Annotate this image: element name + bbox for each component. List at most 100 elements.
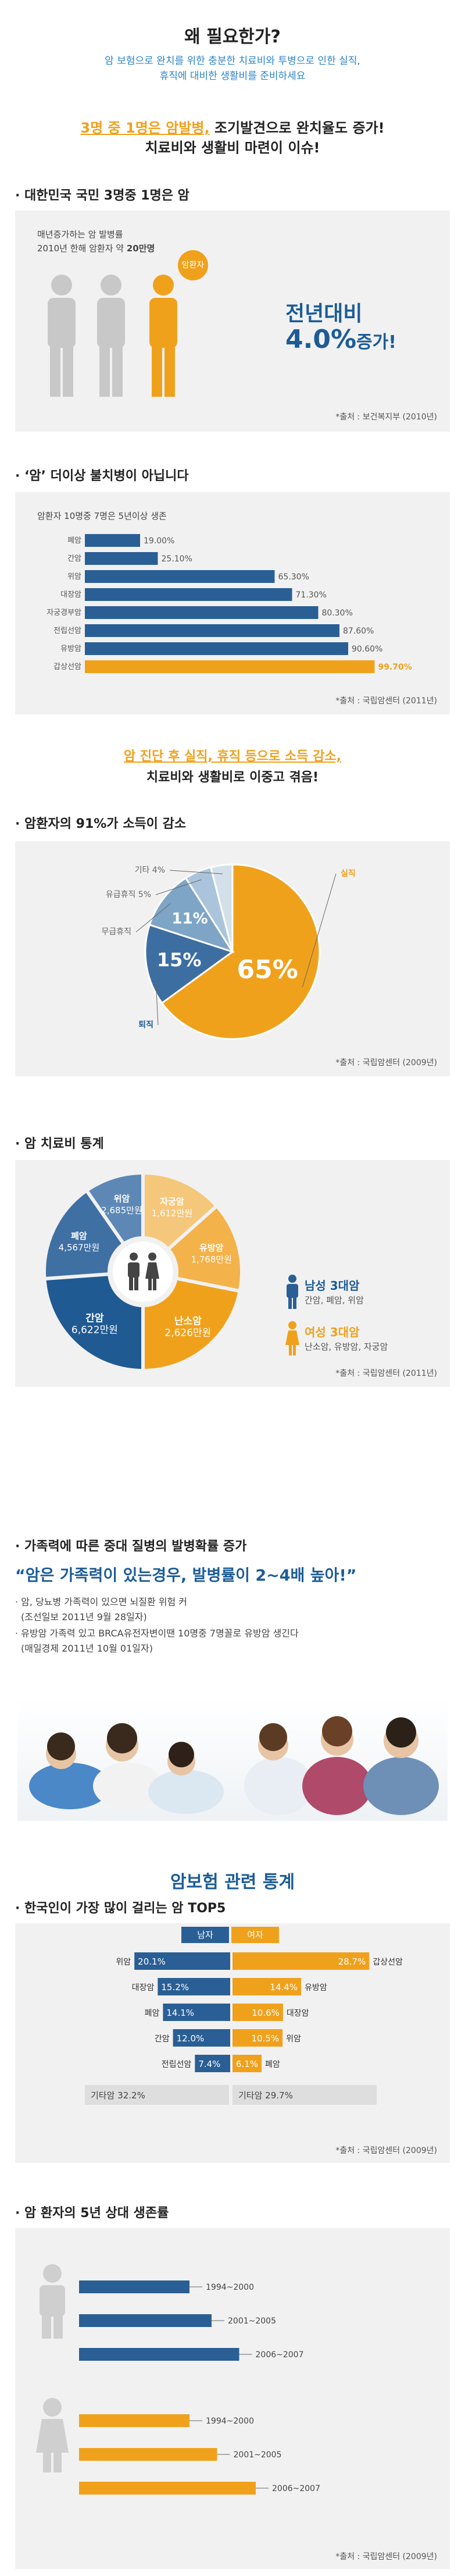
s6-female-other-bar xyxy=(233,2085,377,2105)
s6-female-value: 10.6% xyxy=(252,2008,280,2018)
s2-value-label: 65.30% xyxy=(278,572,309,582)
s7-bar xyxy=(79,2280,189,2293)
s2-source: *출처 : 국립암센터 (2011년) xyxy=(335,696,437,706)
s4-source: *출처 : 국립암센터 (2011년) xyxy=(335,1369,437,1378)
s6-male-bar xyxy=(158,1978,230,1995)
s5-bullet1: · 암, 당뇨병 가족력이 있으면 뇌질환 위험 커 xyxy=(15,1596,188,1607)
s1-label1: 매년증가하는 암 발병률 xyxy=(37,229,123,240)
s2-value-label: 87.60% xyxy=(343,627,374,636)
s2-bar-chart: 폐암 19.00% 간암 25.10% 위암 65.30% 대장암 71.30% 자궁경부암 80… xyxy=(46,534,412,673)
s7-box: 1994~2000 2001~2005 2006~2007 1994~2000 2001… xyxy=(15,2228,450,2569)
s5-title: · 가족력에 따른 중대 질병의 발병확률 증가 xyxy=(15,1539,247,1554)
intro-highlight-1b: 조기발견으로 완치율도 증가! xyxy=(209,120,385,136)
s6-male-other-bar xyxy=(85,2085,229,2105)
intro-highlight-1: 3명 중 1명은 암발병, 조기발견으로 완치율도 증가! xyxy=(0,116,465,137)
s4-segment-category: 자궁암 xyxy=(160,1197,184,1207)
s7-bar xyxy=(79,2314,212,2327)
s7-period-label: 2006~2007 xyxy=(272,2484,320,2493)
legend-male-sub: 간암, 폐암, 위암 xyxy=(305,1295,364,1305)
s3-pie-slice xyxy=(148,877,235,953)
s1-label2: 2010년 한해 암환자 약 20만명 xyxy=(37,242,155,254)
s3-slice-label: 65% xyxy=(237,955,298,984)
s4-segment-category: 유방암 xyxy=(199,1243,224,1253)
intro-title: 왜 필요한가? xyxy=(184,27,281,47)
s3-title: · 암환자의 91%가 소득이 감소 xyxy=(15,817,187,831)
s6-male-category: 간암 xyxy=(155,2034,170,2044)
s1-bubble-label: 암환자 xyxy=(181,261,205,270)
photo-family-2 xyxy=(244,1716,439,1815)
s3-box: 65% 15% 11% 실직 퇴직 무급휴직 유급휴직 5% 기타 4% *출처 : 국립암센… xyxy=(15,841,450,1076)
s4-segment-category: 간암 xyxy=(85,1312,104,1324)
s7-bar xyxy=(79,2414,189,2427)
s3-category-label: 기타 4% xyxy=(135,866,165,875)
s4-donut-segment xyxy=(166,1203,244,1293)
female-header-label: 여자 xyxy=(247,1930,263,1940)
s3-leader-line xyxy=(155,879,202,895)
s4-segment-category: 폐암 xyxy=(71,1230,87,1241)
mid-line1: 암 진단 후 실직, 휴직 등으로 소득 감소, xyxy=(124,749,341,764)
s7-bar xyxy=(79,2482,256,2495)
s4-donut-segment xyxy=(141,1276,242,1373)
s2-value-label: 25.10% xyxy=(162,554,192,564)
s2-box: 암환자 10명중 7명은 5년이상 생존 폐암 19.00% 간암 25.10% 위암 6… xyxy=(15,492,450,714)
s4-segment-value: 1,768만원 xyxy=(191,1254,232,1265)
s3-leader-line xyxy=(302,873,337,988)
s6-male-category: 위암 xyxy=(116,1958,131,1967)
s1-people-icons xyxy=(48,275,177,397)
s6-male-bar xyxy=(173,2029,230,2047)
s6-male-value: 7.4% xyxy=(198,2059,220,2069)
female-icon xyxy=(285,1321,299,1355)
s6-female-value: 28.7% xyxy=(338,1956,366,1967)
intro-line2: 휴직에 대비한 생활비를 준비하세요 xyxy=(159,70,306,82)
s6-female-bar xyxy=(233,1952,370,1970)
s7-bar-chart: 1994~2000 2001~2005 2006~2007 1994~2000 2001… xyxy=(79,2280,320,2495)
male-header: 남자 xyxy=(181,1927,229,1943)
s2-value-label: 90.60% xyxy=(352,645,382,654)
s6-title: · 한국인이 가장 많이 걸리는 암 TOP5 xyxy=(15,1901,226,1916)
s6-male-category: 전립선암 xyxy=(162,2060,192,2069)
s4-box: 위암 2,685만원 폐암 4,567만원 간암 6,622만원 자궁암 1,612만원 유방암… xyxy=(15,1160,450,1387)
s3-category-label: 퇴직 xyxy=(138,1020,153,1030)
s7-source: *출처 : 국립암센터 (2009년) xyxy=(335,2552,437,2561)
s4-segment-category: 위암 xyxy=(114,1194,130,1204)
s2-category-label: 자궁경부암 xyxy=(46,609,81,617)
s1-title: · 대한민국 국민 3명중 1명은 암 xyxy=(15,188,189,203)
s2-category-label: 전립선암 xyxy=(53,627,81,635)
s6-female-bar xyxy=(233,1978,302,1995)
s6-female-category: 폐암 xyxy=(265,2060,280,2069)
s1-bubble: 암환자 xyxy=(178,250,208,280)
person-gray-2-icon xyxy=(97,275,125,397)
s7-female-icon xyxy=(36,2398,69,2472)
s6-female-category: 위암 xyxy=(286,2034,301,2044)
s4-segment-value: 1,612만원 xyxy=(152,1208,193,1219)
s2-value-label: 99.70% xyxy=(378,663,412,672)
s2-value-label: 19.00% xyxy=(144,536,174,546)
s2-bar xyxy=(85,606,319,619)
s3-leader-line xyxy=(135,903,171,933)
s6-female-bar xyxy=(233,2004,283,2021)
intro-highlight-1a: 3명 중 1명은 암발병, xyxy=(80,120,210,136)
s6-female-bar xyxy=(233,2055,262,2072)
s2-subtitle: 암환자 10명중 7명은 5년이상 생존 xyxy=(37,511,167,521)
s2-category-label: 유방암 xyxy=(60,645,81,653)
s4-segment-value: 6,622만원 xyxy=(71,1324,118,1336)
intro-line1: 암 보험으로 완치를 위한 충분한 치료비와 투병으로 인한 실직, xyxy=(105,55,360,67)
s2-category-label: 간암 xyxy=(67,554,81,563)
s2-category-label: 위암 xyxy=(67,572,81,581)
s7-period-label: 1994~2000 xyxy=(206,2283,254,2292)
s4-segment-value: 2,626만원 xyxy=(164,1327,211,1339)
s2-value-label: 71.30% xyxy=(296,590,327,600)
s2-title: · ‘암’ 더이상 불치병이 아닙니다 xyxy=(15,469,189,483)
s5-bullet1-src: (조선일보 2011년 9월 28일자) xyxy=(21,1611,147,1623)
s3-leader-line xyxy=(155,964,159,1026)
photo-family-1 xyxy=(29,1723,224,1814)
s1-label2b: 20만명 xyxy=(126,243,155,254)
s6-female-value: 10.5% xyxy=(251,2033,279,2044)
s6-male-category: 대장암 xyxy=(132,1983,155,1993)
s6-male-value: 15.2% xyxy=(161,1982,189,1993)
s1-big2-suffix: 증가! xyxy=(356,332,396,353)
s6-male-bar xyxy=(163,2004,230,2021)
s4-donut-segment xyxy=(42,1188,127,1281)
s6-female-value: 6.1% xyxy=(236,2059,258,2069)
